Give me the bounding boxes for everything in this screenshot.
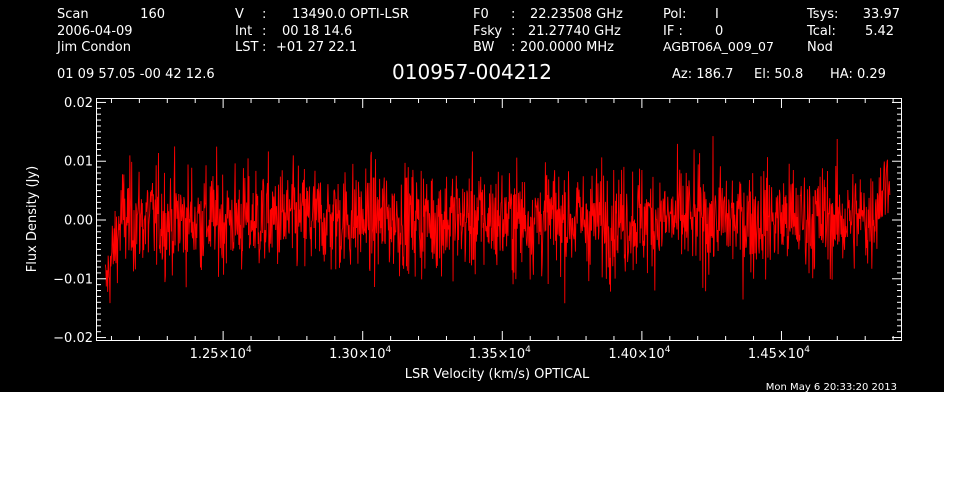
observing-mode: Nod [807,40,833,55]
velocity-value: 13490.0 OPTI-LSR [292,7,409,22]
plot-frame [96,98,902,341]
y-tick-label: 0.01 [64,155,93,170]
observation-date: 2006-04-09 [57,24,133,39]
source-coordinates: 01 09 57.05 -00 42 12.6 [57,67,215,82]
spectrum-trace-line [104,136,891,304]
scan-value: 160 [140,7,165,22]
x-axis-title: LSR Velocity (km/s) OPTICAL [405,367,590,382]
tcal-value: 5.42 [865,24,894,39]
y-tick-label: 0.02 [64,96,93,111]
polarization-label: Pol: [663,7,686,22]
f0-value: 22.23508 GHz [530,7,623,22]
x-tick-label: 1.25×104 [190,345,252,362]
integration-separator: : [262,24,266,39]
fsky-separator: : [511,24,515,39]
hour-angle-readout: HA: 0.29 [830,67,886,82]
lst-value: +01 27 22.1 [276,40,357,55]
axis-ticks [97,99,901,340]
tcal-label: Tcal: [806,24,836,39]
lst-separator: : [262,40,266,55]
y-tick-labels: 0.02 0.01 0.00 −0.01 −0.02 [53,96,93,346]
observer-name: Jim Condon [56,40,131,55]
project-id: AGBT06A_009_07 [663,39,774,54]
if-value: 0 [715,24,723,39]
f0-label: F0 [473,7,489,22]
bandwidth-separator: : [511,40,515,55]
y-tick-label: −0.02 [53,331,93,346]
elevation-readout: El: 50.8 [754,67,803,82]
f0-separator: : [511,7,515,22]
bandwidth-label: BW [473,40,494,55]
integration-label: Int [235,24,252,39]
x-tick-label: 1.30×104 [329,345,391,362]
y-axis-title: Flux Density (Jy) [25,166,40,272]
scan-label: Scan [57,7,89,22]
source-name: 010957-004212 [392,60,552,84]
spectrum-trace [104,136,891,304]
x-tick-label: 1.40×104 [608,345,670,362]
y-tick-label: −0.01 [53,272,93,287]
fsky-label: Fsky [473,24,502,39]
spectrum-plot: Scan 160 2006-04-09 Jim Condon V : 13490… [0,0,944,392]
y-tick-label: 0.00 [64,214,93,229]
x-tick-labels: 1.25×104 1.30×104 1.35×104 1.40×104 1.45×104 [190,345,811,362]
azimuth-readout: Az: 186.7 [672,67,733,82]
if-label: IF : [663,24,683,39]
x-tick-label: 1.35×104 [469,345,531,362]
bandwidth-value: 200.0000 MHz [520,40,614,55]
integration-value: 00 18 14.6 [282,24,352,39]
tsys-label: Tsys: [806,7,838,22]
tsys-value: 33.97 [863,7,900,22]
plot-timestamp: Mon May 6 20:33:20 2013 [766,382,897,392]
fsky-value: 21.27740 GHz [528,24,621,39]
velocity-label: V [235,7,244,22]
x-tick-label: 1.45×104 [748,345,810,362]
polarization-value: I [715,7,719,22]
lst-label: LST [235,40,258,55]
velocity-separator: : [262,7,266,22]
